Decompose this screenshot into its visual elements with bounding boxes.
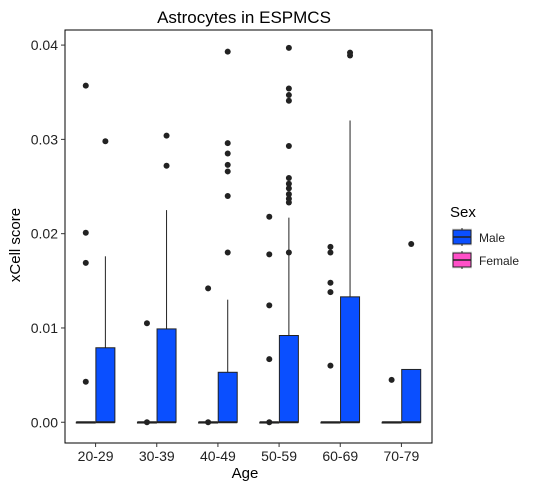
outlier-point [143, 320, 150, 327]
box-male [156, 328, 177, 423]
x-tick-label: 60-69 [322, 448, 358, 464]
outlier-point [285, 85, 292, 92]
x-tick-label: 50-59 [261, 448, 297, 464]
outlier-point [408, 241, 415, 248]
outlier-point [224, 150, 231, 157]
outlier-point [266, 251, 273, 258]
plot-area [64, 29, 433, 444]
outlier-point [285, 191, 292, 198]
chart-title: Astrocytes in ESPMCS [157, 8, 331, 27]
outlier-point [163, 132, 170, 139]
outlier-point [266, 419, 273, 426]
outlier-point [224, 168, 231, 175]
outlier-point [82, 259, 89, 266]
y-tick-label: 0.01 [31, 320, 58, 336]
outlier-point [285, 249, 292, 256]
y-tick-label: 0.04 [31, 37, 58, 53]
box-male [340, 296, 361, 423]
outlier-point [224, 161, 231, 168]
x-tick-label: 40-49 [200, 448, 236, 464]
legend: Sex Male Female [450, 204, 519, 269]
outlier-point [224, 249, 231, 256]
box-male [278, 335, 299, 423]
legend-title: Sex [450, 204, 476, 221]
box-male [217, 371, 238, 423]
legend-label-female: Female [479, 254, 519, 268]
outlier-point [347, 52, 354, 59]
x-tick-label: 30-39 [139, 448, 175, 464]
x-tick-label: 70-79 [384, 448, 420, 464]
outlier-point [327, 243, 334, 250]
outlier-point [266, 213, 273, 220]
outlier-point [327, 362, 334, 369]
y-tick-label: 0.02 [31, 226, 58, 242]
outlier-point [224, 140, 231, 147]
outlier-point [327, 289, 334, 296]
outlier-point [266, 302, 273, 309]
outlier-point [285, 175, 292, 182]
box-male [95, 347, 116, 423]
outlier-point [327, 279, 334, 286]
outlier-point [82, 378, 89, 385]
outlier-point [285, 92, 292, 99]
outlier-point [102, 138, 109, 145]
outlier-point [285, 97, 292, 104]
outlier-point [205, 419, 212, 426]
outlier-point [205, 285, 212, 292]
outlier-point [266, 356, 273, 363]
y-axis-title: xCell score [7, 208, 24, 282]
plot-panel [64, 29, 433, 444]
legend-label-male: Male [479, 231, 505, 245]
outlier-point [82, 229, 89, 236]
outlier-point [327, 249, 334, 256]
y-tick-label: 0.03 [31, 131, 58, 147]
outlier-point [82, 82, 89, 89]
outlier-point [285, 180, 292, 187]
outlier-point [224, 48, 231, 55]
outlier-point [285, 44, 292, 51]
x-axis-title: Age [232, 465, 259, 482]
outlier-point [224, 192, 231, 199]
outlier-point [285, 185, 292, 192]
box-male [401, 368, 422, 423]
y-tick-label: 0.00 [31, 414, 58, 430]
outlier-point [143, 419, 150, 426]
x-tick-label: 20-29 [78, 448, 114, 464]
outlier-point [163, 162, 170, 169]
outlier-point [285, 199, 292, 206]
outlier-point [285, 142, 292, 149]
outlier-point [388, 376, 395, 383]
